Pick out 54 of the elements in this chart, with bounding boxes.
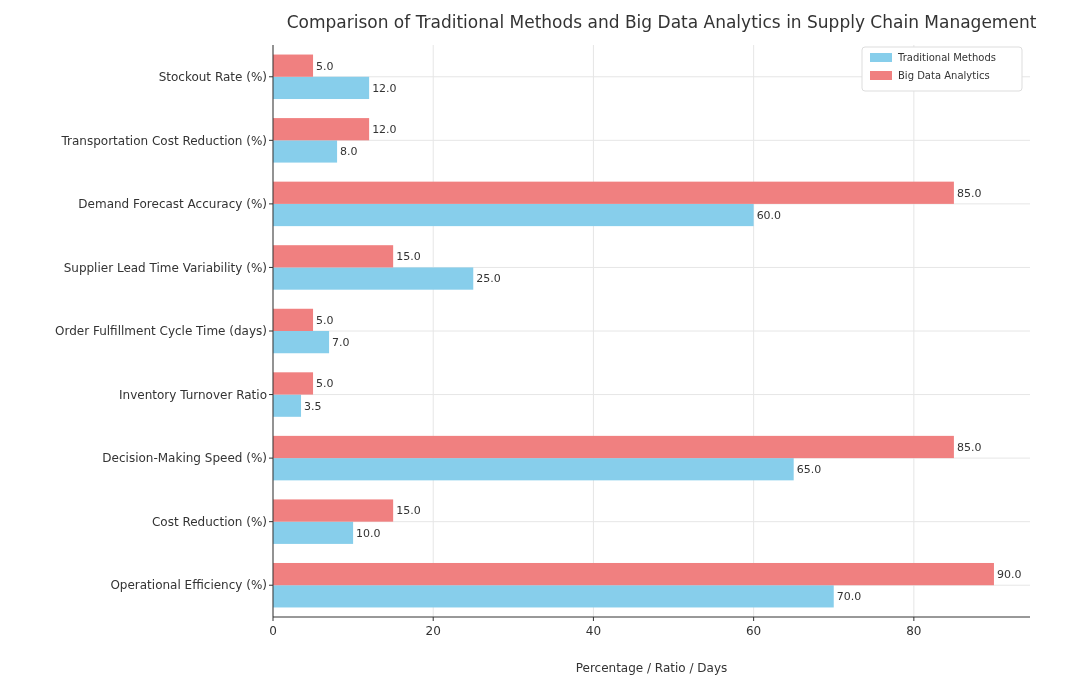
data-label: 15.0: [396, 250, 421, 264]
bar: [273, 245, 394, 268]
y-tick-label: Stockout Rate (%): [158, 69, 267, 84]
y-tick-label: Operational Efficiency (%): [110, 578, 267, 593]
data-label: 5.0: [316, 59, 334, 73]
y-tick-label: Transportation Cost Reduction (%): [60, 133, 267, 148]
bar: [273, 140, 338, 163]
data-label: 12.0: [372, 81, 397, 95]
data-label: 12.0: [372, 123, 397, 137]
data-label: 8.0: [340, 145, 358, 159]
x-tick-label: 40: [585, 624, 602, 638]
bar: [273, 499, 394, 522]
bar: [273, 394, 302, 417]
y-tick-label: Demand Forecast Accuracy (%): [78, 197, 267, 212]
data-label: 85.0: [956, 186, 982, 200]
bar: [273, 267, 474, 290]
bar: [273, 585, 834, 608]
x-tick-label: 0: [269, 624, 277, 638]
data-label: 15.0: [396, 504, 421, 518]
bar: [273, 54, 314, 77]
x-axis-title: Percentage / Ratio / Days: [575, 661, 728, 675]
data-label: 25.0: [476, 272, 501, 286]
x-tick-label: 60: [745, 624, 762, 638]
data-label: 10.0: [356, 526, 381, 540]
x-tick-label: 20: [425, 624, 441, 638]
data-label: 90.0: [996, 567, 1022, 581]
x-tick-label: 80: [906, 624, 922, 638]
bar: [273, 308, 314, 331]
bar: [273, 372, 314, 395]
y-tick-label: Supplier Lead Time Variability (%): [63, 260, 267, 275]
legend-label: Traditional Methods: [897, 52, 996, 63]
data-label: 3.5: [304, 399, 322, 413]
data-label: 5.0: [316, 313, 334, 327]
bar: [273, 76, 370, 100]
data-label: 70.0: [836, 590, 862, 604]
bar: [273, 521, 354, 544]
y-tick-label: Cost Reduction (%): [151, 514, 267, 529]
bar: [273, 181, 954, 204]
y-tick-label: Order Fulfillment Cycle Time (days): [54, 324, 267, 339]
bar: [273, 118, 370, 141]
data-label: 7.0: [332, 335, 350, 349]
bar: [273, 331, 330, 354]
bar: [273, 562, 994, 586]
bar: [273, 458, 794, 481]
data-label: 5.0: [316, 377, 334, 391]
y-tick-label: Decision-Making Speed (%): [102, 451, 267, 466]
chart-title: Comparison of Traditional Methods and Big Data Analytics in Supply Chain Management: [286, 12, 1037, 32]
data-label: 60.0: [756, 208, 782, 222]
data-label: 65.0: [796, 463, 822, 477]
data-label: 85.0: [956, 440, 982, 454]
y-tick-label: Inventory Turnover Ratio: [119, 387, 267, 402]
bar: [273, 435, 954, 459]
bar: [273, 203, 754, 227]
legend-label: Big Data Analytics: [898, 70, 990, 81]
